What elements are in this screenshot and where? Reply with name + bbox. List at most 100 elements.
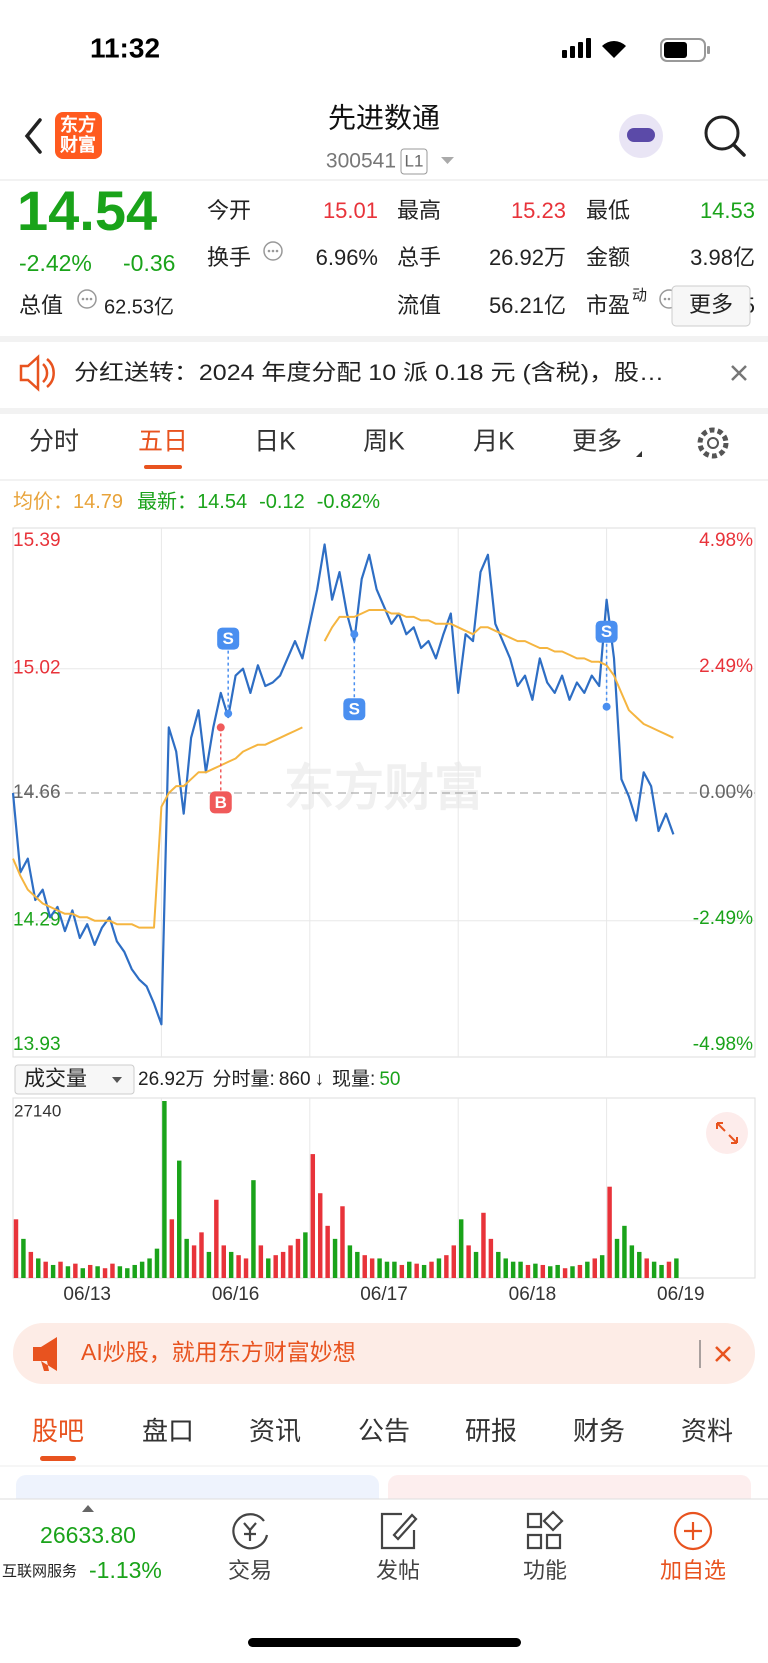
notice-close[interactable]	[731, 365, 747, 381]
banner-close[interactable]	[715, 1346, 731, 1362]
field-value: 26.92万	[489, 245, 566, 270]
logo-text: 财富	[60, 134, 96, 155]
volume-bar	[184, 1238, 189, 1278]
field-value: 14.53	[700, 198, 755, 223]
info-icon[interactable]	[263, 241, 283, 261]
settings-button[interactable]	[697, 427, 729, 459]
chart-tab[interactable]: 分时	[29, 428, 79, 456]
signal-bar	[562, 50, 567, 58]
chart-tab[interactable]: 月K	[473, 428, 515, 456]
volume-bar	[429, 1261, 434, 1278]
field-label: 市盈	[586, 293, 630, 318]
battery-cap	[707, 46, 710, 54]
chart-tab[interactable]: 五日	[138, 428, 188, 456]
expand-icon	[716, 1122, 738, 1144]
minute-volume-label: 分时量:	[213, 1068, 275, 1090]
volume-bar	[644, 1258, 649, 1278]
field-value: 62.53亿	[104, 295, 174, 318]
chart-tab[interactable]: 更多	[572, 428, 622, 456]
volume-bar	[659, 1264, 664, 1278]
volume-bar	[154, 1248, 160, 1278]
volume-bar	[236, 1255, 241, 1278]
ai-banner-text[interactable]: AI炒股，就用东方财富妙想	[81, 1339, 356, 1365]
volume-bar	[614, 1238, 620, 1278]
info-icon[interactable]	[77, 289, 97, 309]
change-amount: -0.36	[123, 250, 175, 276]
index-change: -1.13%	[89, 1557, 162, 1583]
more-button[interactable]	[671, 285, 751, 327]
average-line	[12, 609, 674, 929]
volume-bar	[132, 1264, 137, 1278]
trade-badge	[209, 791, 232, 814]
info-dot	[275, 249, 279, 253]
section-tab[interactable]: 资料	[681, 1416, 733, 1446]
x-tick-label: 06/18	[509, 1284, 557, 1305]
search-button[interactable]	[704, 115, 740, 151]
back-button[interactable]	[24, 118, 42, 154]
volume-bar	[251, 1180, 256, 1278]
volume-bar	[21, 1238, 26, 1278]
speaker-icon	[19, 354, 55, 392]
watermark: 东方财富	[284, 760, 484, 816]
field-label: 最低	[586, 198, 630, 223]
section-tab[interactable]: 盘口	[142, 1416, 194, 1446]
code-dropdown[interactable]	[441, 157, 454, 164]
volume-bar	[228, 1251, 234, 1278]
volume-bar	[317, 1193, 323, 1278]
trade-marker	[350, 630, 359, 639]
volume-bar	[533, 1263, 538, 1278]
info-dot	[89, 297, 93, 301]
chart-tab[interactable]: 周K	[363, 428, 405, 456]
current-volume-label: 现量:	[332, 1069, 375, 1090]
change-percent: -2.42%	[19, 250, 92, 276]
nav-label[interactable]: 功能	[523, 1558, 567, 1583]
chart-tab[interactable]: 日K	[254, 428, 296, 456]
section-tab[interactable]: 公告	[358, 1416, 410, 1446]
signal-bar	[578, 42, 583, 58]
volume-bar	[496, 1251, 501, 1278]
volume-bar	[280, 1251, 286, 1278]
y-tick-label: 13.93	[13, 1034, 61, 1055]
trade-badge-label: S	[601, 622, 612, 641]
field-label: 换手	[207, 245, 251, 270]
nav-label[interactable]: 发帖	[376, 1558, 420, 1583]
volume-bar	[295, 1238, 301, 1278]
x-tick-label: 06/19	[657, 1284, 705, 1305]
field-value: 56.21亿	[489, 293, 566, 318]
avg-label: 均价：	[13, 490, 73, 513]
section-tab[interactable]: 股吧	[32, 1416, 84, 1446]
notice-text[interactable]: 分红送转：2024 年度分配 10 派 0.18 元 (含税)，股…	[74, 360, 664, 385]
section-tab[interactable]: 研报	[465, 1416, 517, 1446]
ai-banner[interactable]	[13, 1323, 755, 1384]
field-label: 流值	[397, 293, 441, 318]
nav-icon	[232, 1513, 269, 1550]
index-expand[interactable]	[82, 1505, 94, 1512]
assistant-visor	[627, 128, 655, 142]
index-name: 互联网服务	[2, 1563, 77, 1580]
volume-selector[interactable]	[14, 1064, 135, 1095]
volume-bar	[110, 1263, 115, 1278]
signal-bar	[570, 46, 575, 58]
volume-bar	[362, 1255, 367, 1278]
section-tab[interactable]: 资讯	[249, 1416, 301, 1446]
volume-bar	[629, 1245, 635, 1278]
x-tick-label: 06/17	[360, 1284, 408, 1305]
volume-bar	[28, 1251, 34, 1278]
volume-bar	[177, 1160, 182, 1278]
volume-bar	[288, 1245, 293, 1278]
signal-bar	[586, 38, 591, 58]
current-volume: 50	[379, 1069, 400, 1090]
volume-bar	[592, 1258, 597, 1278]
section-tab[interactable]: 财务	[573, 1416, 625, 1446]
y2-tick-label: 2.49%	[699, 656, 753, 677]
wifi-icon	[602, 41, 626, 58]
trade-badge-label: S	[223, 629, 234, 648]
nav-label[interactable]: 加自选	[660, 1558, 726, 1583]
expand-button[interactable]	[706, 1112, 748, 1154]
trade-badge	[343, 698, 366, 721]
x-tick-label: 06/13	[63, 1284, 111, 1305]
nav-label[interactable]: 交易	[228, 1558, 272, 1583]
volume-tick-label: 27140	[14, 1101, 61, 1120]
volume-bar	[607, 1186, 612, 1278]
